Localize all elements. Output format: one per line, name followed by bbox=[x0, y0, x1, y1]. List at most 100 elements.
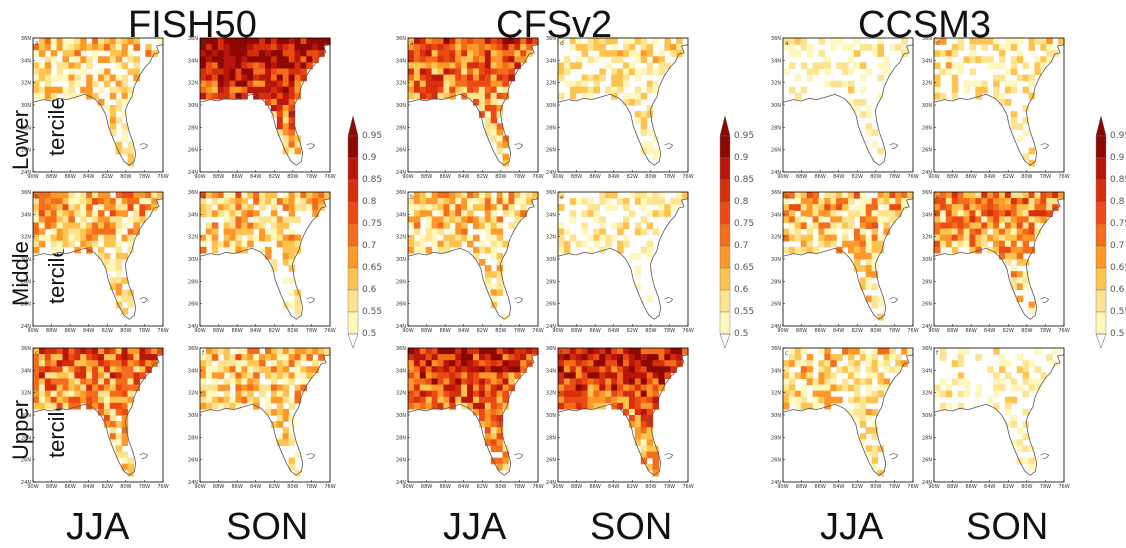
island-outline bbox=[889, 297, 899, 303]
colorbar-tick-label: 0.65 bbox=[362, 263, 382, 273]
colorbar-tick-label: 0.55 bbox=[1110, 307, 1126, 317]
lat-tick-label: 28N bbox=[21, 125, 31, 131]
lat-tick-label: 34N bbox=[21, 58, 31, 64]
lon-tick-label: 84W bbox=[83, 328, 94, 334]
lon-tick-label: 76W bbox=[682, 328, 693, 334]
panel-letter: d bbox=[936, 40, 940, 47]
lon-tick-label: 88W bbox=[796, 174, 807, 180]
lat-tick-label: 34N bbox=[546, 212, 556, 218]
colorbar-tick-label: 0.7 bbox=[734, 241, 748, 251]
lon-tick-label: 84W bbox=[608, 484, 619, 490]
lat-tick-label: 26N bbox=[922, 302, 932, 308]
colorbar-tick-label: 0.95 bbox=[362, 131, 382, 141]
lat-tick-label: 30N bbox=[546, 103, 556, 109]
coastline bbox=[199, 198, 331, 320]
lon-tick-label: 90W bbox=[928, 328, 939, 334]
lon-tick-label: 90W bbox=[27, 174, 38, 180]
lat-tick-label: 28N bbox=[546, 279, 556, 285]
colorbar-tick-label: 0.6 bbox=[362, 285, 377, 295]
lat-tick-label: 26N bbox=[396, 302, 406, 308]
lon-tick-label: 88W bbox=[947, 484, 958, 490]
lon-tick-label: 86W bbox=[64, 174, 75, 180]
lon-tick-label: 84W bbox=[608, 174, 619, 180]
lon-tick-label: 78W bbox=[664, 328, 675, 334]
lat-tick-label: 28N bbox=[922, 125, 932, 131]
lat-tick-label: 28N bbox=[21, 435, 31, 441]
lat-tick-label: 24N bbox=[546, 324, 556, 330]
lat-tick-label: 36N bbox=[396, 346, 406, 352]
lon-tick-label: 78W bbox=[889, 484, 900, 490]
island-outline bbox=[664, 297, 674, 303]
island-outline bbox=[889, 453, 899, 459]
lat-tick-label: 30N bbox=[188, 103, 198, 109]
lon-tick-label: 86W bbox=[814, 174, 825, 180]
lon-tick-label: 76W bbox=[1058, 484, 1069, 490]
panel-letter: c bbox=[410, 350, 413, 357]
lon-tick-label: 78W bbox=[889, 174, 900, 180]
panel-letter: b bbox=[35, 194, 39, 201]
lon-tick-label: 78W bbox=[139, 484, 150, 490]
lon-tick-label: 90W bbox=[194, 174, 205, 180]
lon-tick-label: 88W bbox=[213, 174, 224, 180]
island-outline bbox=[514, 143, 524, 149]
lat-tick-label: 26N bbox=[21, 148, 31, 154]
lon-tick-label: 80W bbox=[870, 484, 881, 490]
lat-tick-label: 32N bbox=[21, 81, 31, 87]
lon-tick-label: 88W bbox=[571, 484, 582, 490]
coastline bbox=[933, 44, 1065, 166]
island-outline bbox=[514, 297, 524, 303]
lat-tick-label: 36N bbox=[21, 36, 31, 42]
lon-tick-label: 76W bbox=[532, 328, 543, 334]
coastline bbox=[407, 198, 539, 320]
coastline bbox=[557, 354, 689, 476]
colorbar-tick-label: 0.5 bbox=[362, 329, 376, 339]
lat-tick-label: 26N bbox=[188, 148, 198, 154]
lon-tick-label: 90W bbox=[777, 174, 788, 180]
lat-tick-label: 36N bbox=[188, 36, 198, 42]
lat-tick-label: 26N bbox=[396, 148, 406, 154]
coastline bbox=[557, 198, 689, 320]
lat-tick-label: 34N bbox=[188, 212, 198, 218]
colorbar-tick-label: 0.85 bbox=[362, 175, 382, 185]
lon-tick-label: 88W bbox=[571, 174, 582, 180]
lat-tick-label: 36N bbox=[21, 346, 31, 352]
lat-tick-label: 26N bbox=[396, 458, 406, 464]
panel-letter: b bbox=[410, 194, 414, 201]
lat-tick-label: 36N bbox=[771, 190, 781, 196]
lon-tick-label: 88W bbox=[421, 328, 432, 334]
lon-tick-label: 84W bbox=[833, 174, 844, 180]
lon-tick-label: 82W bbox=[852, 174, 863, 180]
lon-tick-label: 84W bbox=[984, 484, 995, 490]
lon-tick-label: 80W bbox=[870, 328, 881, 334]
lon-tick-label: 86W bbox=[589, 174, 600, 180]
colorbar-tick-label: 0.5 bbox=[734, 329, 748, 339]
lon-tick-label: 86W bbox=[589, 328, 600, 334]
colorbar-tick-label: 0.75 bbox=[734, 219, 754, 229]
lon-tick-label: 82W bbox=[1003, 484, 1014, 490]
lon-tick-label: 84W bbox=[833, 328, 844, 334]
lat-tick-label: 34N bbox=[771, 58, 781, 64]
lon-tick-label: 82W bbox=[627, 484, 638, 490]
panel-letter: a bbox=[785, 40, 789, 47]
panel-letter: c bbox=[35, 350, 38, 357]
lat-tick-label: 24N bbox=[188, 480, 198, 486]
lon-tick-label: 88W bbox=[421, 484, 432, 490]
lat-tick-label: 24N bbox=[922, 324, 932, 330]
lat-tick-label: 24N bbox=[546, 480, 556, 486]
colorbar-tick-label: 0.85 bbox=[734, 175, 754, 185]
lat-tick-label: 34N bbox=[922, 58, 932, 64]
lon-tick-label: 82W bbox=[269, 174, 280, 180]
lon-tick-label: 84W bbox=[458, 484, 469, 490]
lon-tick-label: 80W bbox=[1021, 328, 1032, 334]
island-outline bbox=[139, 453, 149, 459]
colorbar-tick-label: 0.55 bbox=[734, 307, 754, 317]
lat-tick-label: 36N bbox=[771, 346, 781, 352]
lat-tick-label: 26N bbox=[771, 302, 781, 308]
lat-tick-label: 34N bbox=[21, 368, 31, 374]
lon-tick-label: 88W bbox=[421, 174, 432, 180]
